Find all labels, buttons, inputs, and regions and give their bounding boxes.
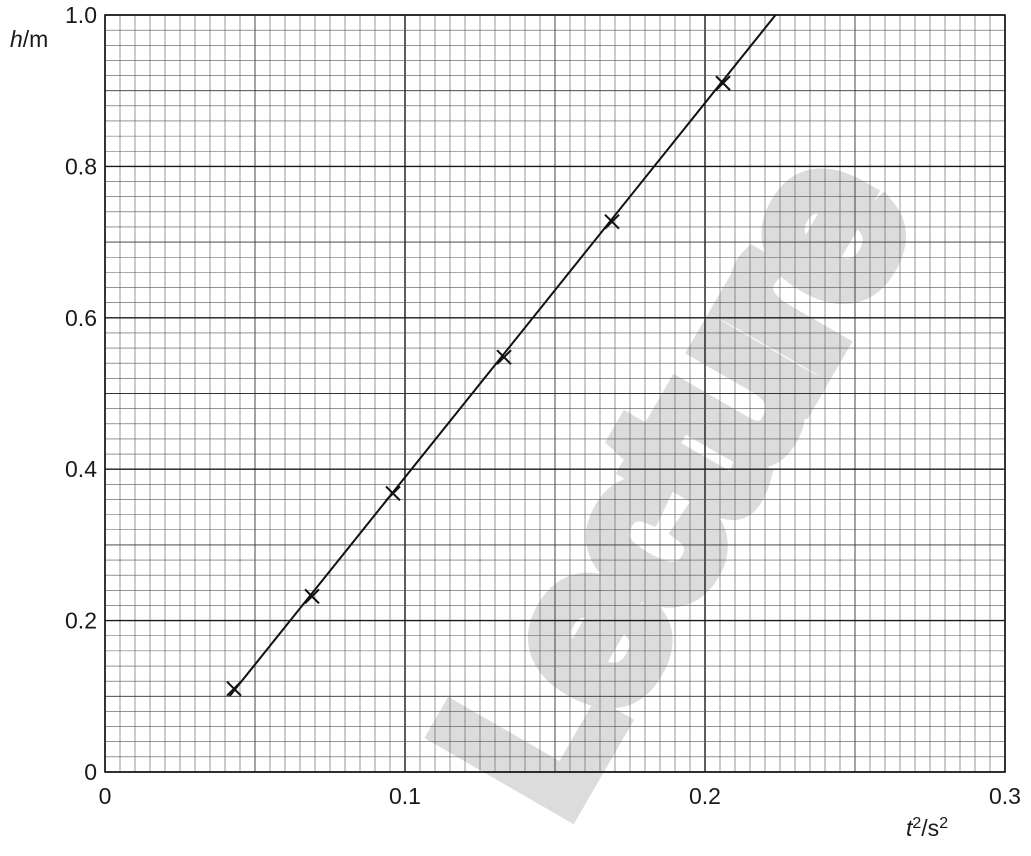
y-axis-label: h/m (10, 26, 48, 52)
plot-frame (104, 14, 1006, 773)
x-axis-label: t2/s2 (906, 815, 948, 842)
grid (104, 14, 1006, 773)
data-points (226, 75, 731, 697)
data-point-4 (496, 349, 512, 365)
y-tick-label: 0.8 (65, 153, 97, 179)
x-tick-label: 0.1 (389, 783, 421, 809)
data-point-2 (304, 588, 320, 605)
y-tick-label: 0.2 (65, 608, 97, 634)
data-point-5 (604, 213, 620, 230)
y-axis-variable: h (10, 26, 23, 52)
x-tick-label: 0 (99, 783, 112, 809)
y-tick-label: 0.6 (65, 305, 97, 331)
data-point-cross-stroke (715, 75, 731, 91)
x-tick-label: 0.3 (989, 783, 1021, 809)
x-axis-unit: /s (921, 815, 939, 841)
data-point-cross-stroke (304, 588, 320, 605)
data-point-cross-stroke (604, 213, 620, 230)
data-point-3 (385, 485, 401, 502)
data-point-cross-stroke (385, 485, 401, 502)
data-point-6 (715, 75, 731, 91)
x-tick-label: 0.2 (689, 783, 721, 809)
tick-labels: 0 0.1 0.2 0.3 0 0.2 0.4 0.6 0.8 1.0 (65, 2, 1021, 809)
x-axis-variable: t (906, 815, 914, 841)
data-point-1 (226, 681, 242, 697)
data-point-cross-stroke (226, 681, 242, 697)
x-axis-unit-exponent: 2 (939, 815, 948, 832)
y-axis-unit: /m (23, 26, 49, 52)
y-tick-label: 1.0 (65, 2, 97, 28)
y-tick-label: 0 (84, 759, 97, 785)
data-point-cross-stroke (496, 349, 512, 365)
x-axis-variable-exponent: 2 (912, 815, 921, 832)
y-tick-label: 0.4 (65, 456, 97, 482)
